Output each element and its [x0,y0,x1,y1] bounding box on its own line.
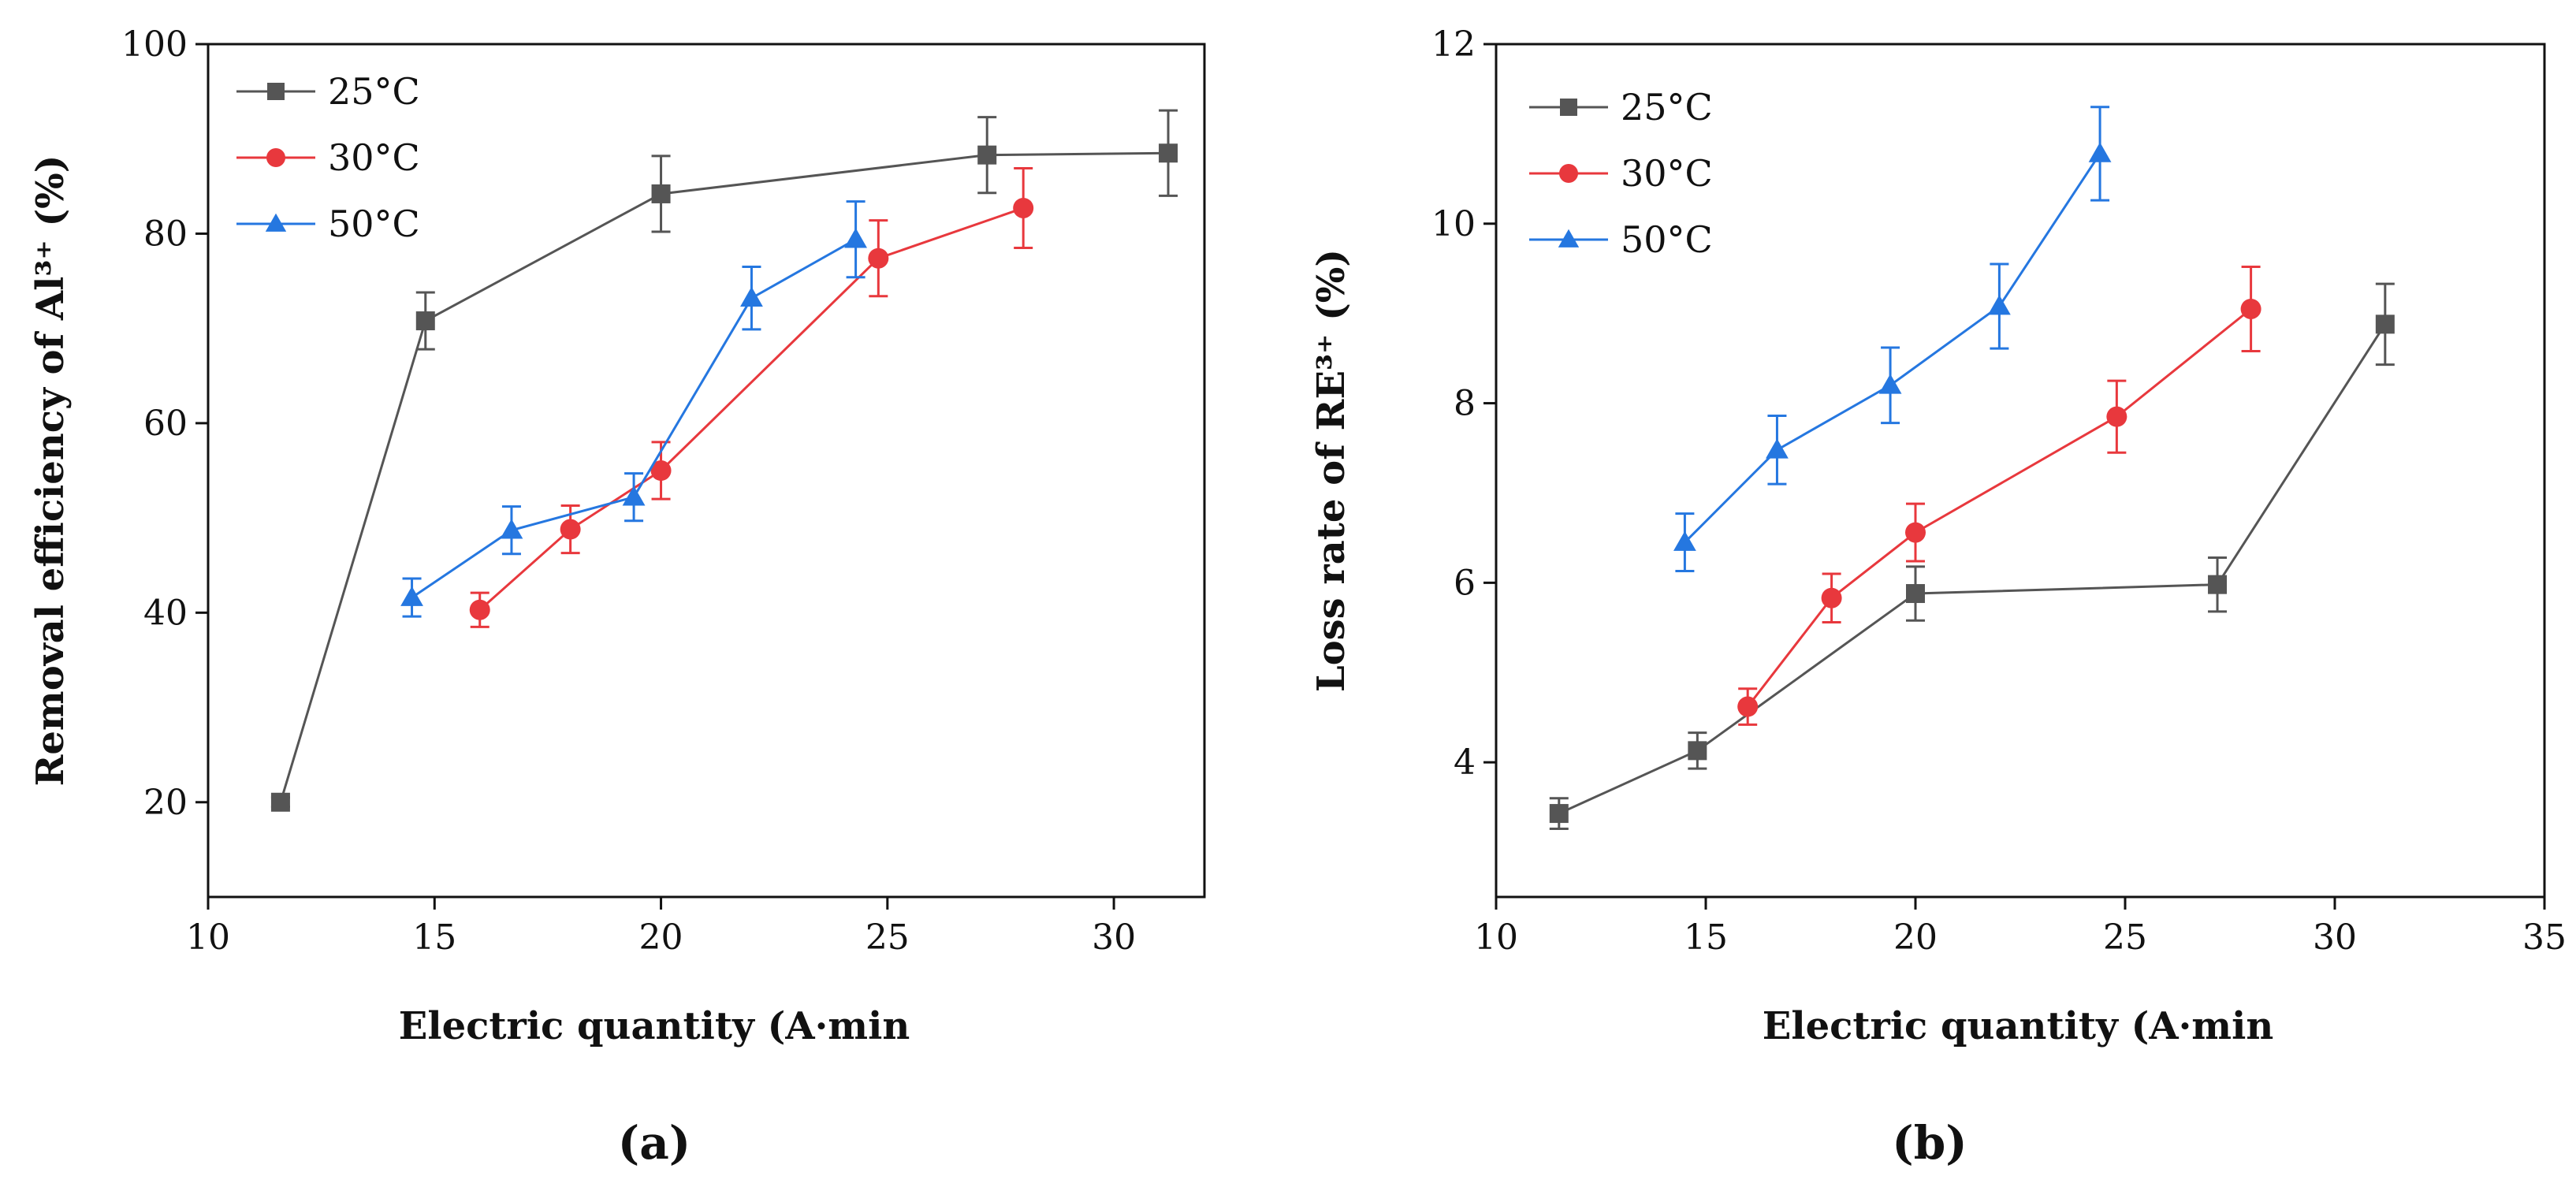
legend-marker [1559,164,1578,183]
data-point [868,247,889,269]
y-tick-label: 80 [143,214,188,254]
legend-label: 50°C [328,203,420,245]
series-line [1747,307,2252,708]
x-tick-label: 30 [1092,917,1136,958]
y-tick-label: 10 [1431,204,1476,244]
chart-panel-a: 10 15 20 25 30 20 40 60 80 100 Electric quantity (… [28,24,1206,1170]
legend-label: 25°C [1621,86,1713,128]
data-point [651,184,671,203]
plot-frame [1495,43,2546,899]
data-point [844,228,867,248]
x-tick-label: 10 [186,917,230,958]
data-point [740,286,763,307]
data-point [650,460,672,481]
legend-marker [266,148,285,167]
x-axis-title: Electric quantity (A·min [399,1004,910,1048]
y-tick-label: 8 [1454,384,1476,424]
series-triangle [1673,106,2112,573]
x-tick-label: 30 [2313,917,2357,958]
data-point [400,586,423,606]
x-tick-label: 35 [2522,917,2567,958]
data-point [1549,804,1569,824]
data-point [2375,314,2395,334]
y-tick-label: 6 [1454,563,1476,603]
data-point [1905,522,1926,543]
data-point [270,792,290,812]
series-line [1558,323,2387,815]
y-axis-title: Removal efficiency of Al³⁺ (%) [28,154,73,786]
x-tick-label: 20 [639,917,683,958]
x-axis-title: Electric quantity (A·min [1763,1004,2273,1048]
data-point [1906,584,1925,604]
data-point [1673,530,1696,551]
data-point [1878,374,1902,394]
panel-label: (b) [1892,1116,1967,1170]
y-tick-label: 4 [1454,742,1476,783]
legend-label: 30°C [328,136,420,179]
data-point [469,599,490,620]
x-tick-label: 25 [865,917,910,958]
y-tick-label: 60 [143,404,188,444]
y-tick-label: 100 [121,24,188,65]
y-tick-label: 40 [143,593,188,633]
x-tick-label: 15 [412,917,456,958]
legend-marker [1560,99,1577,116]
data-point [1988,295,2011,315]
series-circle [469,166,1034,628]
x-tick-label: 15 [1684,917,1728,958]
x-tick-label: 10 [1474,917,1518,958]
data-point [622,486,646,506]
plot-frame [207,43,1206,899]
data-point [2208,575,2228,594]
data-point [1821,587,1842,608]
legend-marker [267,83,285,100]
chart-panel-b: 10 15 20 25 30 35 4 6 8 10 12 Electric quantity (A·… [1309,24,2567,1170]
y-tick-label: 20 [143,783,188,823]
series-square [270,109,1178,812]
legend-label: 50°C [1621,218,1713,261]
y-tick-label: 12 [1431,24,1476,65]
x-tick-label: 20 [1893,917,1938,958]
data-point [2106,406,2127,427]
panel-label: (a) [618,1116,691,1170]
legend-marker [265,213,287,232]
series-circle [1737,265,2261,726]
data-point [1013,197,1034,218]
data-point [977,145,997,165]
legend-marker [1558,229,1580,247]
series-square [1549,282,2395,830]
data-point [1737,696,1759,717]
legend-label: 25°C [328,70,420,113]
data-point [1766,438,1789,459]
legend: 25°C 30°C 50°C [236,70,420,245]
series-line [279,151,1169,803]
data-point [2240,298,2261,319]
data-point [1159,143,1178,163]
data-point [1688,741,1707,761]
legend: 25°C 30°C 50°C [1529,86,1713,261]
series-triangle [400,200,867,618]
data-point [415,311,435,331]
y-axis-title: Loss rate of RE³⁺ (%) [1309,249,1353,692]
data-point [2088,142,2112,162]
x-tick-label: 25 [2103,917,2147,958]
data-point [500,519,523,539]
data-point [560,519,581,540]
legend-label: 30°C [1621,152,1713,195]
